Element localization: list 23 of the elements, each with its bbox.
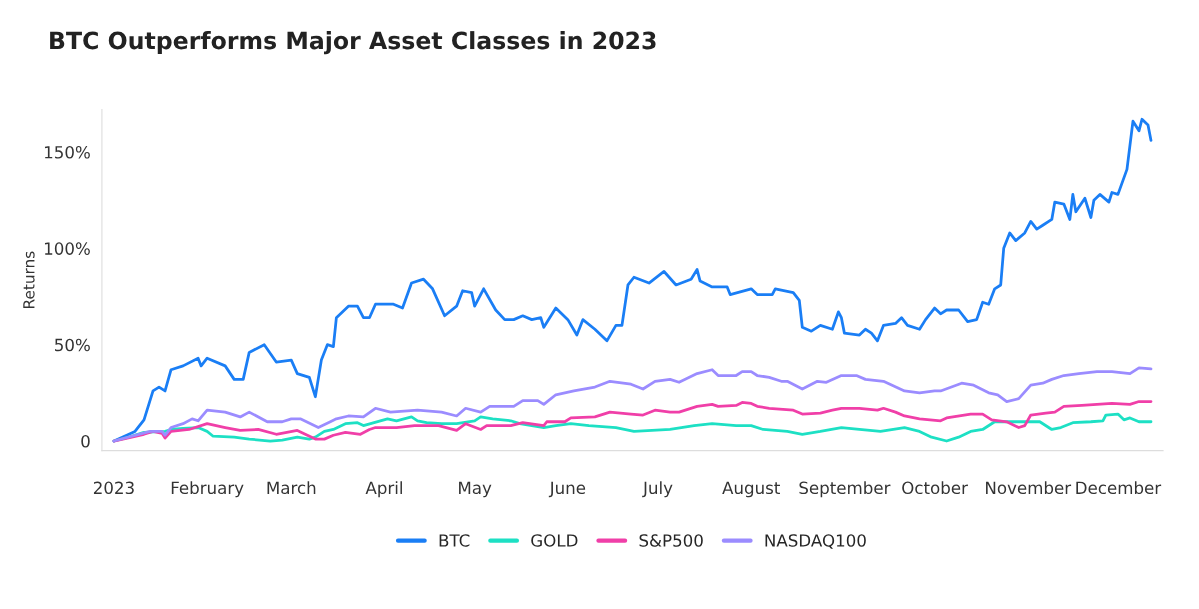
x-tick-label: July — [642, 481, 673, 498]
y-axis-title: Returns — [23, 251, 35, 308]
legend-label: S&P500 — [639, 534, 703, 547]
y-tick-label: 100% — [44, 242, 90, 255]
x-tick-label: 2023 — [93, 481, 134, 495]
legend-label: BTC — [439, 534, 470, 547]
x-tick-label: May — [459, 481, 492, 498]
legend-label: GOLD — [531, 534, 578, 547]
x-tick-label: March — [267, 481, 316, 495]
x-tick-label: October — [902, 481, 968, 495]
x-tick-label: April — [365, 481, 402, 498]
x-tick-label: November — [986, 481, 1072, 495]
x-tick-label: December — [1076, 481, 1162, 495]
line-series — [112, 366, 1153, 443]
legend-label: NASDAQ100 — [765, 534, 866, 549]
x-tick-label: September — [799, 481, 891, 498]
y-tick-label: 0 — [81, 434, 90, 448]
x-tick-label: June — [548, 481, 586, 498]
y-tick-label: 50% — [55, 338, 90, 352]
x-tick-label: August — [722, 481, 780, 498]
x-tick-label: February — [171, 481, 244, 498]
chart-title: BTC Outperforms Major Asset Classes in 2023 — [50, 31, 656, 55]
y-tick-label: 150% — [44, 145, 90, 159]
